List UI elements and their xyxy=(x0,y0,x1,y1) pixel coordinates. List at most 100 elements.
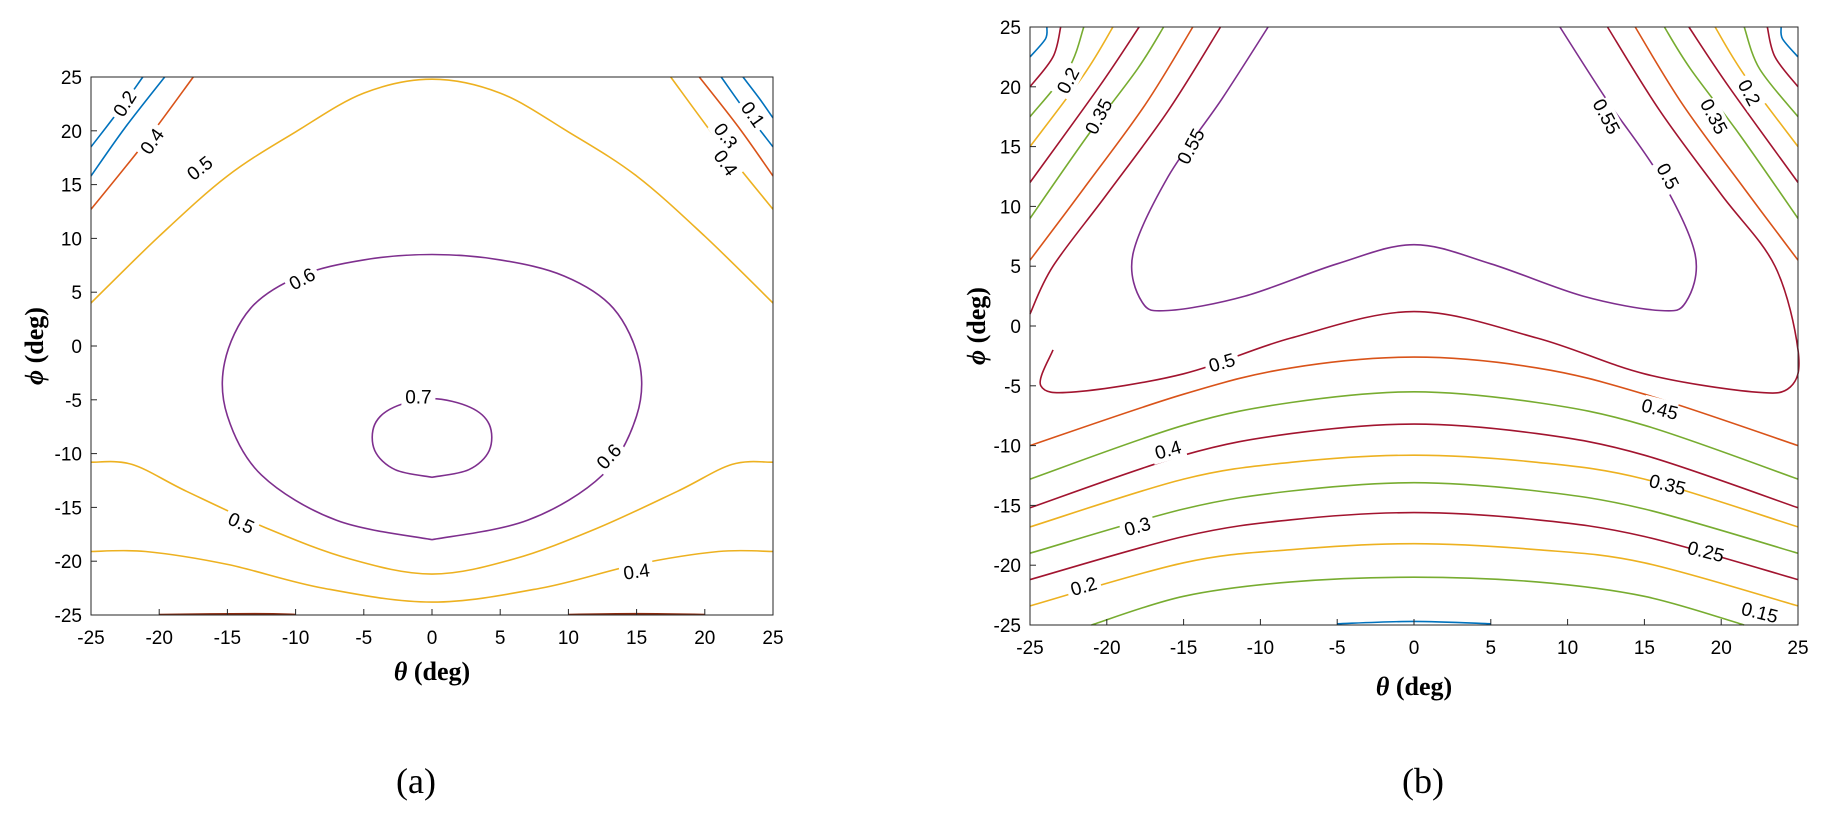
contour-label-bg xyxy=(618,558,655,585)
panel-b-contour-line-0_1-10 xyxy=(1091,576,1745,626)
panel-a-contour-labels: 0.70.60.60.50.50.40.40.2 0.10.30.4 xyxy=(106,83,772,585)
panel-b-contour-label-9: 0.4 xyxy=(1148,435,1188,465)
panel-b-contour-line-0_3-14 xyxy=(1029,26,1114,148)
panel-a-x-tick-label-8: 15 xyxy=(626,628,647,649)
panel-b-y-tick-label-6: -5 xyxy=(1004,377,1021,398)
panel-b-contour-label-10: 0.35 xyxy=(1647,470,1688,500)
panel-a-y-tick-label-5: 0 xyxy=(71,337,82,358)
panel-b-x-label: θ (deg) xyxy=(1376,672,1452,701)
panel-a-y-label: ϕ (deg) xyxy=(20,307,49,385)
panel-b-contour-line-0_15-17 xyxy=(1029,26,1048,58)
panel-b-contour-line-0_3-6 xyxy=(1029,454,1799,528)
contour-label-bg xyxy=(1696,96,1732,137)
panel-b-contour-line-0_15-24 xyxy=(1780,26,1799,58)
panel-b-contour-label-13: 0.2 xyxy=(1064,571,1103,601)
panel-b: 0.550.550.50.35 0.350.2 0.20.50.450.40.350… xyxy=(962,18,1809,801)
panel-b-contour-line-0_45-18 xyxy=(1634,26,1799,261)
contour-label-bg xyxy=(1731,72,1767,113)
panel-b-x-tick-label-2: -15 xyxy=(1170,638,1197,659)
panel-b-contour-line-0_45-3 xyxy=(1029,356,1799,447)
panel-b-contour-line-0_2-8 xyxy=(1029,511,1799,581)
panel-b-contour-label-7: 0.5 xyxy=(1202,347,1242,378)
panel-b-caption: (b) xyxy=(1402,761,1444,801)
contour-label-text: 0.35 xyxy=(1695,96,1731,139)
contour-label-bg xyxy=(589,436,629,477)
panel-a-x-tick-label-5: 0 xyxy=(427,628,438,649)
panel-a: 0.70.60.60.50.50.40.40.2 0.10.30.4 -25 -20… xyxy=(20,68,784,801)
panel-b-contour-line-0_2-23 xyxy=(1766,26,1799,88)
panel-a-contour-line-0_4-4 xyxy=(90,549,774,603)
panel-a-x-tick-label-4: -5 xyxy=(355,628,372,649)
contour-label-bg xyxy=(1050,60,1086,101)
panel-a-contour-line-0_3-12 xyxy=(159,612,296,616)
contour-label-text: 0.35 xyxy=(1647,471,1688,500)
panel-a-x-tick-label-1: -20 xyxy=(145,628,172,649)
contour-label-bg xyxy=(282,261,323,297)
contour-label-bg xyxy=(1589,96,1624,137)
panel-a-y-tick-label-10: -25 xyxy=(55,606,82,627)
contour-label-text: 0.5 xyxy=(1207,350,1238,377)
panel-a-contour-label-10: 0.4 xyxy=(707,142,745,183)
contour-label-text: 0.55 xyxy=(1174,126,1210,169)
panel-b-contour-label-12: 0.25 xyxy=(1685,537,1726,567)
contour-label-bg xyxy=(1740,598,1779,627)
panel-a-contour-line-0_5-2 xyxy=(90,78,774,304)
panel-b-contour-line-0_35-20 xyxy=(1688,26,1799,183)
panel-b-y-label: ϕ (deg) xyxy=(962,287,991,365)
panel-b-y-tick-label-8: -15 xyxy=(994,496,1021,517)
panel-a-x-tick-label-9: 20 xyxy=(694,628,715,649)
panel-a-x-tick-label-7: 10 xyxy=(558,628,579,649)
panel-b-contour-line-0_2-16 xyxy=(1029,26,1062,88)
panel-b-x-tick-label-4: -5 xyxy=(1329,638,1346,659)
panel-b-x-tick-label-6: 5 xyxy=(1486,638,1497,659)
panel-b-x-tick-label-10: 25 xyxy=(1787,638,1808,659)
panel-b-x-tick-label-8: 15 xyxy=(1634,638,1655,659)
panel-a-y-tick-label-2: 15 xyxy=(61,176,82,197)
contour-label-bg xyxy=(1648,470,1687,499)
panel-a-y-tick-label-9: -20 xyxy=(55,552,82,573)
panel-b-y-ticks: 25 20 15 10 5 0 -5 -10 -15 -20 -25 xyxy=(994,18,1036,637)
panel-a-contour-label-6: 0.4 xyxy=(133,121,171,162)
panel-a-y-ticks: 25 20 15 10 5 0 -5 -10 -15 -20 -25 xyxy=(55,68,97,627)
panel-b-y-tick-label-4: 5 xyxy=(1010,257,1021,278)
panel-a-axes-frame xyxy=(90,76,774,616)
contour-label-bg xyxy=(1202,347,1242,378)
panel-a-contour-label-4: 0.5 xyxy=(221,506,262,540)
panel-b-contour-label-3: 0.35 xyxy=(1081,96,1117,138)
panel-b-contour-label-14: 0.15 xyxy=(1739,598,1780,628)
contour-label-bg xyxy=(707,115,745,156)
contour-label-text: 0.7 xyxy=(405,388,431,409)
contour-label-bg xyxy=(1148,435,1188,465)
contour-label-bg xyxy=(707,142,745,183)
panel-a-x-ticks: -25 -20 -15 -10 -5 0 5 10 15 20 25 xyxy=(77,609,784,649)
panel-a-contour-line-0_3-9 xyxy=(698,76,774,177)
panel-b-contour-label-0: 0.55 xyxy=(1173,126,1210,169)
panel-a-contour-label-0: 0.7 xyxy=(401,386,436,409)
panel-b-y-tick-label-5: 0 xyxy=(1010,317,1021,338)
contour-label-text: 0.55 xyxy=(1588,96,1624,139)
contour-label-text: 0.4 xyxy=(622,560,652,585)
panel-a-y-tick-label-1: 20 xyxy=(61,122,82,143)
panel-a-y-tick-label-8: -15 xyxy=(55,498,82,519)
contour-label-bg xyxy=(1686,537,1725,566)
contour-label-bg xyxy=(133,121,171,162)
contour-label-bg xyxy=(1173,126,1209,167)
panel-b-contour-label-6: 0.2 xyxy=(1731,72,1767,113)
contour-label-bg xyxy=(401,386,436,408)
panel-b-contour-label-2: 0.5 xyxy=(1650,156,1686,197)
panel-b-contour-line-0_35-13 xyxy=(1029,26,1140,183)
panel-b-contour-line-0_5-2 xyxy=(1039,26,1800,394)
panel-a-y-tick-label-6: -5 xyxy=(65,391,82,412)
contour-label-text: 0.25 xyxy=(1685,538,1726,567)
contour-label-bg xyxy=(1118,511,1157,542)
panel-a-x-tick-label-6: 5 xyxy=(495,628,506,649)
contour-label-text: 0.45 xyxy=(1639,396,1680,425)
panel-b-contour-label-5: 0.2 xyxy=(1050,60,1086,101)
contour-label-bg xyxy=(1640,394,1679,424)
panel-a-y-tick-label-3: 10 xyxy=(61,229,82,250)
panel-b-contour-label-11: 0.3 xyxy=(1118,511,1157,542)
panel-b-contour-line-0_4-4 xyxy=(1029,390,1799,480)
panel-b-y-tick-label-1: 20 xyxy=(1000,78,1021,99)
